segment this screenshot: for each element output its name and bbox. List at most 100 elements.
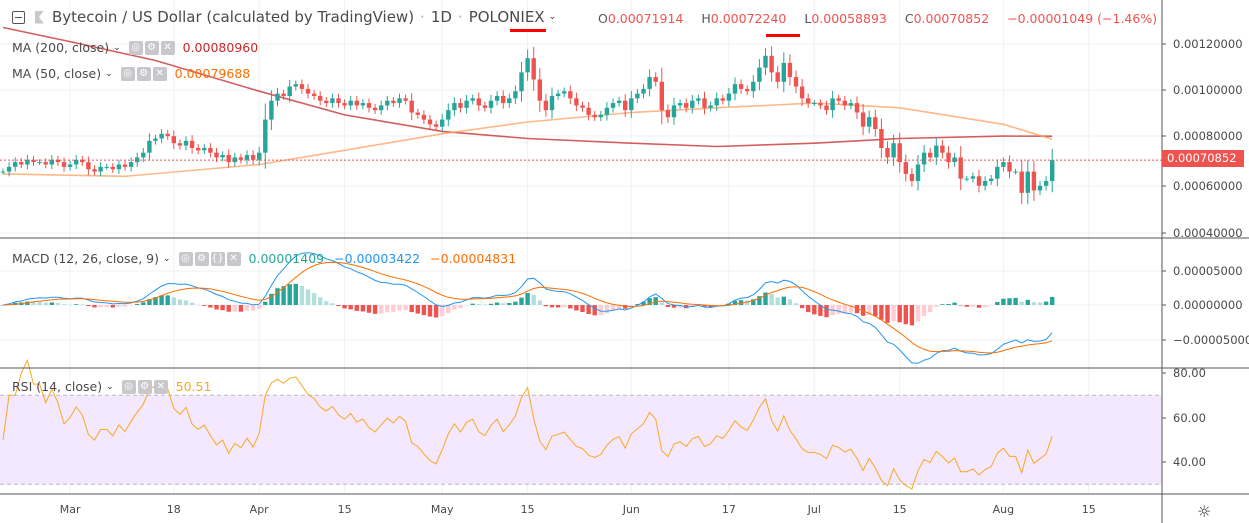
macd-histogram-bar [641,301,646,305]
macd-histogram-bar [897,305,902,323]
interval-label[interactable]: 1D [430,8,452,26]
source-code-icon[interactable]: {} [210,251,225,266]
candle-body [543,100,549,111]
chevron-down-icon[interactable]: ⌄ [163,253,171,264]
candle-body [61,162,67,167]
macd-histogram-bar [763,292,768,305]
macd-tick: −0.00005000 [1173,333,1249,347]
candle-body [13,162,18,167]
macd-histogram-bar [409,305,414,313]
macd-label[interactable]: MACD (12, 26, close, 9) [12,251,159,266]
macd-histogram-bar [452,305,457,310]
time-tick: 17 [721,503,736,516]
candle-body [995,166,1000,179]
macd-histogram-bar [854,305,860,314]
macd-histogram-bar [836,305,841,314]
candle-body [104,166,109,168]
chevron-down-icon[interactable]: ⌄ [105,68,113,79]
last-price-tag: 0.00070852 [1162,150,1244,167]
candle-body [781,62,786,82]
macd-histogram-bar [421,305,427,316]
price-tick: 0.00040000 [1173,226,1243,240]
candle-body [458,103,463,108]
macd-histogram-bar [1043,301,1049,305]
eye-icon[interactable]: ◎ [121,379,136,394]
candle-body [555,93,561,96]
macd-histogram-bar [574,305,579,311]
gear-icon[interactable]: ⚙ [194,251,209,266]
candle-body [775,72,780,82]
candle-body [738,84,744,89]
macd-histogram-bar [342,305,347,309]
chevron-down-icon[interactable]: ⌄ [113,42,121,53]
macd-histogram-bar [964,305,969,307]
candle-body [501,95,506,104]
candle-body [635,93,640,99]
candle-body [915,164,921,182]
high-key: H [701,11,711,26]
macd-histogram-bar [305,289,311,305]
gear-icon[interactable]: ⚙ [136,66,151,81]
candle-body [793,77,799,87]
macd-histogram-bar [244,305,250,311]
candle-body [244,155,250,160]
macd-histogram-bar [537,300,542,305]
exchange-label[interactable]: POLONIEX [468,8,545,26]
candle-body [318,95,323,101]
eye-icon[interactable]: ◎ [178,251,193,266]
eye-icon[interactable]: ◎ [128,40,143,55]
time-tick: 15 [1081,503,1096,516]
macd-histogram-bar [757,296,762,305]
eye-icon[interactable]: ◎ [120,66,135,81]
gear-icon[interactable]: ⚙ [144,40,159,55]
macd-histogram-bar [446,305,451,314]
close-value: 0.00070852 [913,11,990,26]
candle-body [726,93,732,101]
macd-histogram-bar [531,294,536,305]
close-icon[interactable]: ✕ [152,66,167,81]
candle-body [37,162,42,164]
macd-line-value: −0.00003422 [334,251,421,266]
candle-body [690,100,695,108]
gear-icon[interactable]: ⚙ [137,379,152,394]
close-icon[interactable]: ✕ [160,40,175,55]
macd-histogram-bar [348,305,353,310]
candle-body [360,103,366,106]
ma50-label[interactable]: MA (50, close) [12,66,102,81]
symbol-title[interactable]: Bytecoin / US Dollar (calculated by Trad… [52,8,415,26]
macd-histogram-bar [928,305,933,313]
candle-body [372,107,378,111]
macd-histogram-bar [324,301,329,305]
chevron-down-icon[interactable]: ⌄ [548,12,557,22]
macd-histogram-bar [873,305,878,317]
candle-body [19,162,24,165]
collapse-icon[interactable] [12,10,25,24]
macd-histogram-bar [580,305,585,313]
price-tick: 0.00100000 [1173,83,1243,97]
macd-histogram-bar [366,305,372,313]
macd-histogram-bar [677,305,683,308]
candle-body [854,103,860,113]
settings-gear-icon[interactable]: ☼ [1197,502,1212,521]
candle-body [427,119,433,125]
candle-body [799,86,805,99]
macd-histogram-bar [311,293,317,305]
candle-body [751,81,756,92]
macd-histogram-bar [775,297,780,305]
candle-body [610,103,616,108]
ma200-label[interactable]: MA (200, close) [12,40,110,55]
close-icon[interactable]: ✕ [153,379,168,394]
candle-body [116,164,122,170]
macd-histogram-bar [74,304,79,305]
rsi-tick: 80.00 [1173,366,1206,380]
candle-body [202,147,207,151]
rsi-label[interactable]: RSI (14, close) [12,379,103,394]
candle-body [385,100,390,106]
chevron-down-icon[interactable]: ⌄ [106,381,114,392]
macd-histogram-bar [0,305,6,306]
close-icon[interactable]: ✕ [226,251,241,266]
macd-histogram-bar [909,305,915,326]
time-tick: 15 [520,503,535,516]
candle-body [464,100,469,108]
